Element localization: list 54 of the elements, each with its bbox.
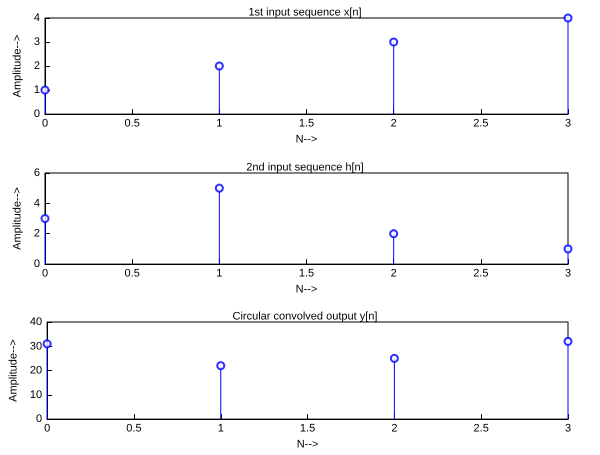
y-tick-label: 20 bbox=[30, 364, 42, 377]
point bbox=[40, 86, 50, 95]
point bbox=[389, 229, 398, 238]
y-axis-title: Amplitude--> bbox=[8, 339, 20, 402]
point bbox=[389, 38, 398, 47]
point bbox=[40, 214, 50, 224]
x-tick-label: 1 bbox=[216, 118, 222, 130]
x-tick-label: 0.5 bbox=[124, 118, 140, 130]
chart-title: Circular convolved output y[n] bbox=[232, 310, 378, 322]
point bbox=[564, 244, 572, 254]
y-tick-label: 3 bbox=[34, 36, 40, 48]
x-tick-label: 2.5 bbox=[473, 268, 488, 280]
point bbox=[214, 184, 224, 193]
point bbox=[42, 339, 52, 348]
x-tick-label: 1 bbox=[218, 422, 224, 435]
point bbox=[216, 361, 226, 370]
y-axis-title: Amplitude--> bbox=[11, 187, 24, 250]
x-tick-label: 1 bbox=[216, 268, 222, 280]
point bbox=[564, 14, 572, 22]
x-tick-label: 3 bbox=[564, 268, 572, 280]
y-tick-label: 0 bbox=[34, 108, 40, 120]
y-axis-title: Amplitude--> bbox=[11, 34, 24, 98]
x-tick-label: 0.5 bbox=[126, 422, 142, 435]
point bbox=[564, 336, 572, 346]
x-tick-label: 1.5 bbox=[298, 268, 314, 280]
point bbox=[390, 354, 399, 363]
y-tick-label: 1 bbox=[34, 84, 40, 96]
x-tick-label: 2.5 bbox=[473, 118, 488, 130]
x-axis-title: N--> bbox=[296, 134, 318, 146]
x-axis-title: N--> bbox=[296, 284, 318, 296]
x-tick-label: 2 bbox=[390, 118, 397, 130]
y-tick-label: 10 bbox=[30, 388, 42, 401]
chart-title: 1st input sequence x[n] bbox=[248, 6, 362, 18]
x-tick-label: 2 bbox=[391, 422, 398, 435]
y-tick-label: 40 bbox=[30, 316, 42, 328]
y-tick-label: 0 bbox=[36, 413, 42, 426]
y-tick-label: 2 bbox=[34, 228, 40, 240]
chart-title: 2nd input sequence h[n] bbox=[246, 162, 364, 174]
x-tick-label: 1.5 bbox=[300, 422, 316, 435]
y-tick-label: 6 bbox=[34, 167, 40, 179]
x-tick-label: 1.5 bbox=[298, 118, 314, 130]
y-tick-label: 0 bbox=[34, 258, 40, 270]
y-tick-label: 4 bbox=[34, 12, 40, 24]
x-tick-label: 2.5 bbox=[474, 422, 489, 435]
x-tick-label: 3 bbox=[564, 118, 572, 130]
y-tick-label: 30 bbox=[30, 340, 42, 352]
point bbox=[214, 62, 224, 71]
x-axis-title: N--> bbox=[296, 438, 318, 450]
x-tick-label: 0 bbox=[44, 422, 50, 435]
x-tick-label: 0.5 bbox=[124, 268, 140, 280]
x-tick-label: 2 bbox=[390, 268, 397, 280]
y-tick-label: 4 bbox=[34, 197, 40, 210]
y-tick-label: 2 bbox=[34, 60, 40, 72]
x-tick-label: 3 bbox=[564, 422, 572, 435]
